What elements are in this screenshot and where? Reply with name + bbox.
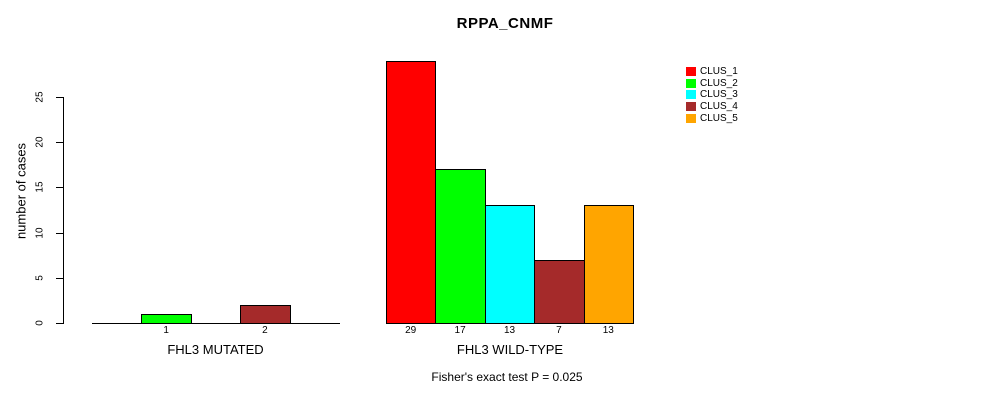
group-label-mutated: FHL3 MUTATED — [167, 342, 264, 357]
bar-value-label: 17 — [454, 325, 466, 336]
legend-label: CLUS_3 — [700, 89, 738, 100]
bar-value-label: 29 — [405, 325, 417, 336]
group-label-wildtype: FHL3 WILD-TYPE — [456, 342, 564, 357]
y-axis-line — [63, 97, 64, 324]
y-tick-mark — [56, 142, 63, 144]
fisher-test-footnote: Fisher's exact test P = 0.025 — [431, 370, 583, 384]
bar-clus_2 — [435, 169, 486, 324]
y-tick-label: 15 — [34, 181, 46, 193]
y-tick-label: 10 — [34, 227, 46, 239]
bar-clus_4 — [534, 260, 585, 324]
legend-swatch-clus_2 — [686, 79, 696, 88]
x-axis-baseline — [92, 323, 340, 324]
y-axis-label: number of cases — [13, 142, 29, 240]
y-tick-label: 0 — [34, 320, 46, 326]
legend-swatch-clus_1 — [686, 67, 696, 76]
legend-label: CLUS_5 — [700, 113, 738, 124]
y-tick-label: 25 — [34, 91, 46, 103]
y-tick-label: 20 — [34, 136, 46, 148]
y-tick-mark — [56, 187, 63, 189]
bar-value-label: 13 — [503, 325, 516, 336]
legend-label: CLUS_1 — [700, 66, 738, 77]
y-tick-mark — [56, 232, 63, 234]
bar-clus_2 — [141, 314, 192, 324]
bar-value-label: 1 — [163, 325, 169, 336]
legend-label: CLUS_4 — [700, 101, 738, 112]
y-tick-label: 5 — [34, 275, 46, 281]
bar-clus_4 — [240, 305, 291, 324]
bar-value-label: 7 — [556, 325, 562, 336]
y-tick-mark — [56, 277, 63, 279]
bar-value-label: 2 — [262, 325, 268, 336]
legend-swatch-clus_5 — [686, 114, 696, 123]
bar-clus_1 — [386, 61, 436, 324]
bar-clus_5 — [584, 205, 634, 324]
chart-title: RPPA_CNMF — [456, 15, 554, 32]
legend-swatch-clus_3 — [686, 90, 696, 99]
legend-label: CLUS_2 — [700, 78, 738, 89]
bar-clus_3 — [485, 205, 535, 324]
legend-swatch-clus_4 — [686, 102, 696, 111]
y-tick-mark — [56, 97, 63, 98]
bar-value-label: 13 — [602, 325, 614, 336]
y-tick-mark — [56, 323, 63, 324]
